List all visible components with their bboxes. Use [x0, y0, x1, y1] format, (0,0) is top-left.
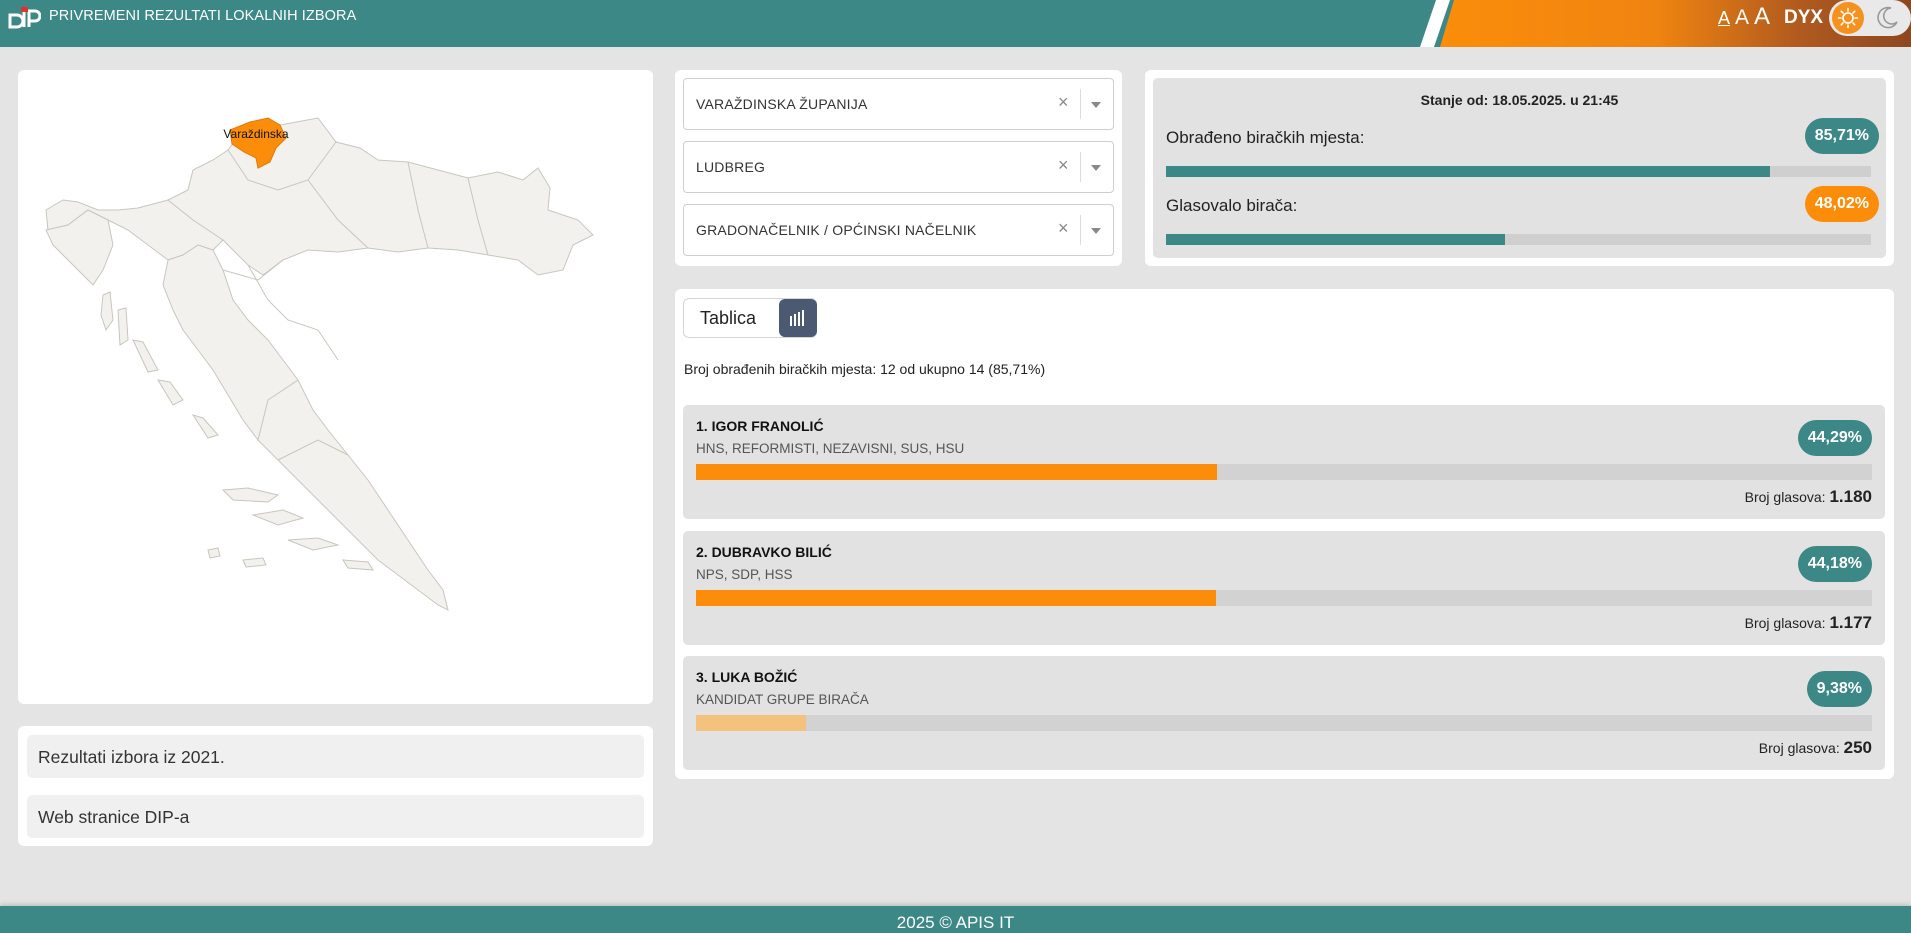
font-size-small-button[interactable]: A [1718, 8, 1731, 28]
map-panel: Varaždinska [18, 70, 653, 704]
candidate-parties: HNS, REFORMISTI, NEZAVISNI, SUS, HSU [696, 441, 965, 456]
votes-count: 1.180 [1829, 487, 1872, 506]
candidate-card: 2. DUBRAVKO BILIĆ NPS, SDP, HSS 44,18% B… [683, 531, 1885, 645]
candidate-progress-track [696, 464, 1872, 480]
map-region-varazdinska[interactable] [229, 117, 287, 169]
chevron-down-icon[interactable] [1091, 228, 1101, 234]
candidate-votes: Broj glasova: 1.180 [1745, 487, 1872, 507]
processed-badge: 85,71% [1804, 118, 1879, 154]
election-type-clear-icon[interactable]: × [1058, 218, 1069, 238]
candidate-progress-track [696, 715, 1872, 731]
footer: 2025 © APIS IT [0, 906, 1911, 933]
dyslexia-font-button[interactable]: DYX [1784, 7, 1824, 28]
top-header: PRIVREMENI REZULTATI LOKALNIH IZBORA A A… [0, 0, 1911, 47]
tab-chart[interactable] [779, 299, 817, 337]
county-select-value: VARAŽDINSKA ŽUPANIJA [696, 96, 868, 112]
votes-count: 250 [1843, 738, 1872, 757]
candidate-progress-track [696, 590, 1872, 606]
croatia-map[interactable]: Varaždinska [18, 70, 653, 704]
select-separator [1080, 152, 1081, 182]
candidate-votes: Broj glasova: 250 [1759, 738, 1872, 758]
municipality-select-value: LUDBREG [696, 159, 766, 175]
results-panel: Tablica Broj obrađenih biračkih mjesta: … [675, 289, 1894, 779]
stats-panel: Stanje od: 18.05.2025. u 21:45 Obrađeno … [1145, 70, 1894, 266]
candidate-card: 3. LUKA BOŽIĆ KANDIDAT GRUPE BIRAČA 9,38… [683, 656, 1885, 770]
moon-icon [1877, 6, 1898, 29]
processed-label: Obrađeno biračkih mjesta: [1166, 128, 1365, 147]
candidate-percent-badge: 9,38% [1806, 671, 1872, 707]
font-size-medium-button[interactable]: A [1735, 6, 1750, 29]
turnout-progress-track [1166, 234, 1871, 245]
theme-toggle[interactable] [1829, 0, 1911, 36]
candidate-progress-fill [696, 715, 807, 731]
font-size-large-button[interactable]: A [1754, 3, 1771, 30]
link-dip-website[interactable]: Web stranice DIP-a [27, 795, 644, 838]
candidate-card: 1. IGOR FRANOLIĆ HNS, REFORMISTI, NEZAVI… [683, 405, 1885, 519]
votes-count: 1.177 [1829, 613, 1872, 632]
votes-label: Broj glasova: [1744, 615, 1826, 631]
candidate-percent-badge: 44,18% [1797, 546, 1872, 582]
stats-timestamp: Stanje od: 18.05.2025. u 21:45 [1420, 92, 1619, 108]
municipality-clear-icon[interactable]: × [1058, 155, 1069, 175]
election-type-select-value: GRADONAČELNIK / OPĆINSKI NAČELNIK [696, 222, 977, 238]
county-select[interactable]: VARAŽDINSKA ŽUPANIJA × [683, 78, 1114, 130]
candidate-percent-badge: 44,29% [1797, 420, 1872, 456]
county-clear-icon[interactable]: × [1058, 92, 1069, 112]
candidate-name: 1. IGOR FRANOLIĆ [696, 418, 824, 434]
view-toggle: Tablica [683, 298, 817, 338]
votes-label: Broj glasova: [1758, 740, 1840, 756]
candidate-name: 3. LUKA BOŽIĆ [696, 669, 798, 685]
candidate-votes: Broj glasova: 1.177 [1745, 613, 1872, 633]
dip-logo-icon[interactable] [7, 5, 41, 31]
votes-label: Broj glasova: [1744, 489, 1826, 505]
turnout-badge: 48,02% [1804, 186, 1879, 222]
candidate-progress-fill [696, 590, 1216, 606]
candidate-parties: NPS, SDP, HSS [696, 567, 793, 582]
chevron-down-icon[interactable] [1091, 165, 1101, 171]
sun-icon [1832, 2, 1864, 34]
font-size-controls: A A A [1718, 5, 1770, 29]
processed-progress-fill [1166, 166, 1771, 177]
app-title: PRIVREMENI REZULTATI LOKALNIH IZBORA [49, 8, 357, 24]
turnout-progress-fill [1166, 234, 1505, 245]
map-region-continental[interactable] [45, 117, 594, 276]
tab-table[interactable]: Tablica [700, 308, 757, 328]
turnout-label: Glasovalo birača: [1166, 196, 1298, 215]
link-results-2021[interactable]: Rezultati izbora iz 2021. [27, 735, 644, 778]
filter-panel: VARAŽDINSKA ŽUPANIJA × LUDBREG × GRADONA… [675, 70, 1122, 266]
municipality-select[interactable]: LUDBREG × [683, 141, 1114, 193]
select-separator [1080, 215, 1081, 245]
bar-chart-icon [790, 310, 804, 326]
candidate-name: 2. DUBRAVKO BILIĆ [696, 544, 832, 560]
election-type-select[interactable]: GRADONAČELNIK / OPĆINSKI NAČELNIK × [683, 204, 1114, 256]
candidate-progress-fill [696, 464, 1217, 480]
candidate-parties: KANDIDAT GRUPE BIRAČA [696, 692, 869, 707]
processed-stations-text: Broj obrađenih biračkih mjesta: 12 od uk… [684, 361, 1046, 377]
links-panel: Rezultati izbora iz 2021. Web stranice D… [18, 726, 653, 846]
select-separator [1080, 89, 1081, 119]
map-region-dalmatia[interactable] [162, 244, 449, 611]
map-region-label: Varaždinska [223, 127, 288, 141]
map-region-istria[interactable] [45, 209, 114, 286]
processed-progress-track [1166, 166, 1871, 177]
chevron-down-icon[interactable] [1091, 102, 1101, 108]
stats-card: Stanje od: 18.05.2025. u 21:45 Obrađeno … [1153, 78, 1886, 258]
